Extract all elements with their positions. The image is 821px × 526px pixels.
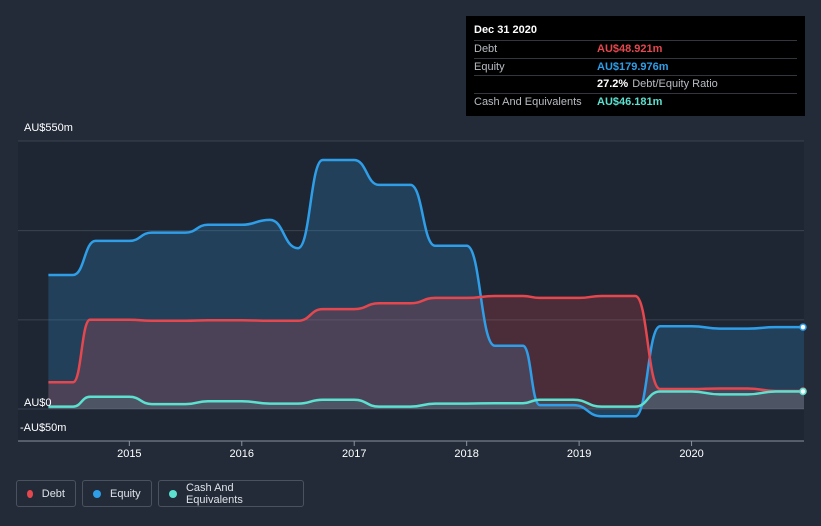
legend-cash[interactable]: Cash And Equivalents (158, 480, 304, 507)
legend-equity-label: Equity (110, 487, 141, 500)
tooltip-row-equity: Equity AU$179.976m (474, 57, 797, 76)
tooltip-ratio-caption: Debt/Equity Ratio (632, 78, 718, 91)
legend-cash-dot (169, 489, 177, 498)
x-axis-ticks: 2015 2016 2017 2018 2019 2020 (117, 441, 704, 460)
x-tick-label-2015: 2015 (117, 448, 141, 460)
x-tick-label-2016: 2016 (230, 448, 254, 460)
area-cash-and-equivalents (48, 391, 804, 409)
tooltip-debt-label: Debt (474, 43, 498, 56)
line-debt (48, 294, 804, 393)
tooltip-ratio-value: 27.2% (597, 78, 629, 91)
x-tick-label-2019: 2019 (567, 448, 591, 460)
tooltip-cash-label: Cash And Equivalents (474, 95, 582, 108)
y-label-zero: AU$0 (24, 397, 52, 409)
endpoint-equity (799, 323, 807, 331)
legend-debt[interactable]: Debt (16, 480, 76, 507)
tooltip-row-cash: Cash And Equivalents AU$46.181m (474, 92, 797, 111)
legend-cash-label: Cash And Equivalents (185, 481, 243, 506)
x-tick-label-2018: 2018 (454, 448, 478, 460)
tooltip-cash-value: AU$46.181m (597, 95, 663, 108)
legend-equity[interactable]: Equity (82, 480, 152, 507)
data-tooltip: Dec 31 2020 Debt AU$48.921m Equity AU$17… (466, 16, 805, 116)
tooltip-row-debt: Debt AU$48.921m (474, 40, 797, 58)
series-lines (48, 158, 804, 418)
tooltip-row-ratio: 27.2% Debt/Equity Ratio (474, 75, 797, 93)
area-equity (48, 160, 804, 417)
x-tick-label-2020: 2020 (679, 448, 703, 460)
line-equity (48, 158, 804, 418)
series-endpoints (799, 323, 807, 396)
y-label-bottom: -AU$50m (20, 422, 67, 434)
x-tick-label-2017: 2017 (342, 448, 366, 460)
series-areas (48, 160, 804, 417)
tooltip-equity-value: AU$179.976m (597, 60, 669, 73)
tooltip-date: Dec 31 2020 (474, 24, 537, 36)
legend-debt-label: Debt (41, 487, 65, 500)
endpoint-cash-and-equivalents (799, 387, 807, 396)
tooltip-equity-label: Equity (474, 60, 505, 73)
legend-equity-dot (93, 489, 101, 498)
area-debt (48, 296, 804, 409)
tooltip-debt-value: AU$48.921m (597, 43, 663, 56)
y-label-top: AU$550m (24, 122, 73, 134)
line-cash-and-equivalents (48, 390, 804, 408)
legend-debt-dot (27, 489, 33, 498)
